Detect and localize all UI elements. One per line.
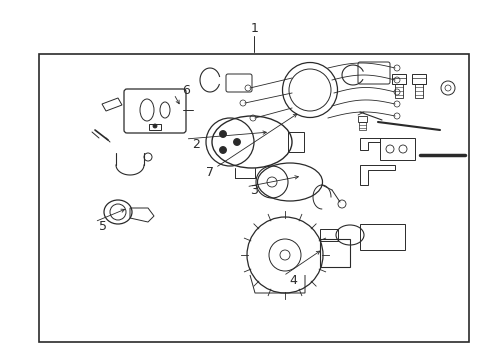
Text: 2: 2 — [191, 138, 199, 150]
Circle shape — [153, 124, 157, 128]
Text: 3: 3 — [250, 184, 258, 197]
Bar — [391, 74, 405, 84]
Bar — [358, 122, 365, 130]
Bar — [149, 124, 161, 130]
Text: 1: 1 — [250, 22, 258, 35]
Circle shape — [219, 131, 226, 138]
Bar — [379, 138, 414, 160]
Bar — [414, 84, 422, 98]
Text: 6: 6 — [182, 84, 189, 96]
Bar — [411, 74, 425, 84]
Text: 5: 5 — [99, 220, 106, 233]
Bar — [287, 132, 304, 152]
Circle shape — [233, 139, 240, 145]
Bar — [319, 239, 349, 267]
Text: 7: 7 — [206, 166, 214, 179]
Text: 4: 4 — [289, 274, 297, 287]
Bar — [394, 84, 402, 98]
Circle shape — [219, 147, 226, 153]
Bar — [39, 54, 468, 342]
Bar — [359, 224, 404, 250]
Bar — [319, 229, 337, 241]
Bar — [357, 116, 366, 122]
